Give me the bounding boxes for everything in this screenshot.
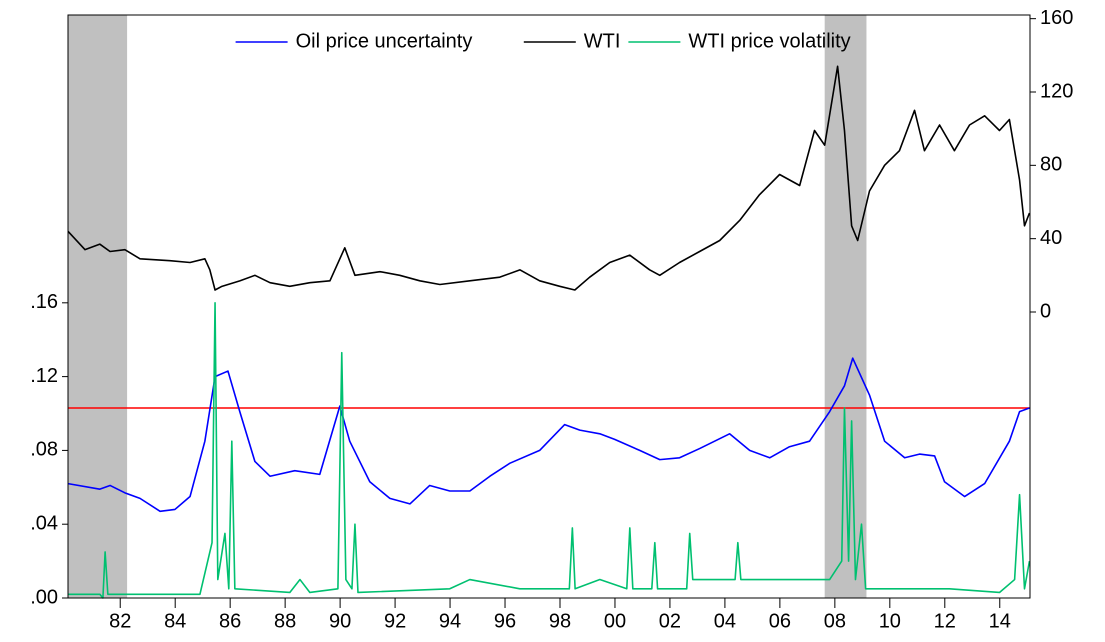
x-tick-label: 04 bbox=[714, 610, 736, 632]
x-tick-label: 12 bbox=[934, 610, 956, 632]
x-tick-label: 92 bbox=[384, 610, 406, 632]
x-tick-label: 02 bbox=[659, 610, 681, 632]
x-tick-label: 88 bbox=[274, 610, 296, 632]
y-tick-label: .00 bbox=[30, 586, 58, 608]
recession-band bbox=[824, 15, 867, 598]
y2-tick-label: 40 bbox=[1040, 227, 1062, 249]
y-tick-label: .12 bbox=[30, 365, 58, 387]
y-tick-label: .08 bbox=[30, 439, 58, 461]
x-tick-label: 10 bbox=[879, 610, 901, 632]
y2-tick-label: 160 bbox=[1040, 7, 1073, 29]
x-tick-label: 98 bbox=[549, 610, 571, 632]
plot-frame bbox=[67, 14, 1031, 599]
y-tick-label: .04 bbox=[30, 512, 58, 534]
x-tick-label: 94 bbox=[439, 610, 461, 632]
legend-label: Oil price uncertainty bbox=[296, 30, 473, 52]
legend: Oil price uncertainty WTI WTI price volati… bbox=[235, 30, 851, 52]
legend-label: WTI price volatility bbox=[688, 30, 850, 52]
x-tick-label: 86 bbox=[219, 610, 241, 632]
recession-band bbox=[68, 15, 128, 598]
y2-tick-label: 80 bbox=[1040, 154, 1062, 176]
x-tick-label: 84 bbox=[164, 610, 186, 632]
x-tick-label: 90 bbox=[329, 610, 351, 632]
x-tick-label: 00 bbox=[604, 610, 626, 632]
legend-label: WTI bbox=[584, 30, 621, 52]
x-tick-label: 14 bbox=[989, 610, 1011, 632]
series-line bbox=[67, 65, 1031, 291]
y2-tick-label: 120 bbox=[1040, 80, 1073, 102]
y-tick-label: .16 bbox=[30, 291, 58, 313]
x-tick-label: 06 bbox=[769, 610, 791, 632]
x-tick-label: 82 bbox=[109, 610, 131, 632]
x-tick-label: 08 bbox=[824, 610, 846, 632]
x-tick-label: 96 bbox=[494, 610, 516, 632]
y2-tick-label: 0 bbox=[1040, 300, 1051, 322]
series-line bbox=[68, 302, 1031, 599]
